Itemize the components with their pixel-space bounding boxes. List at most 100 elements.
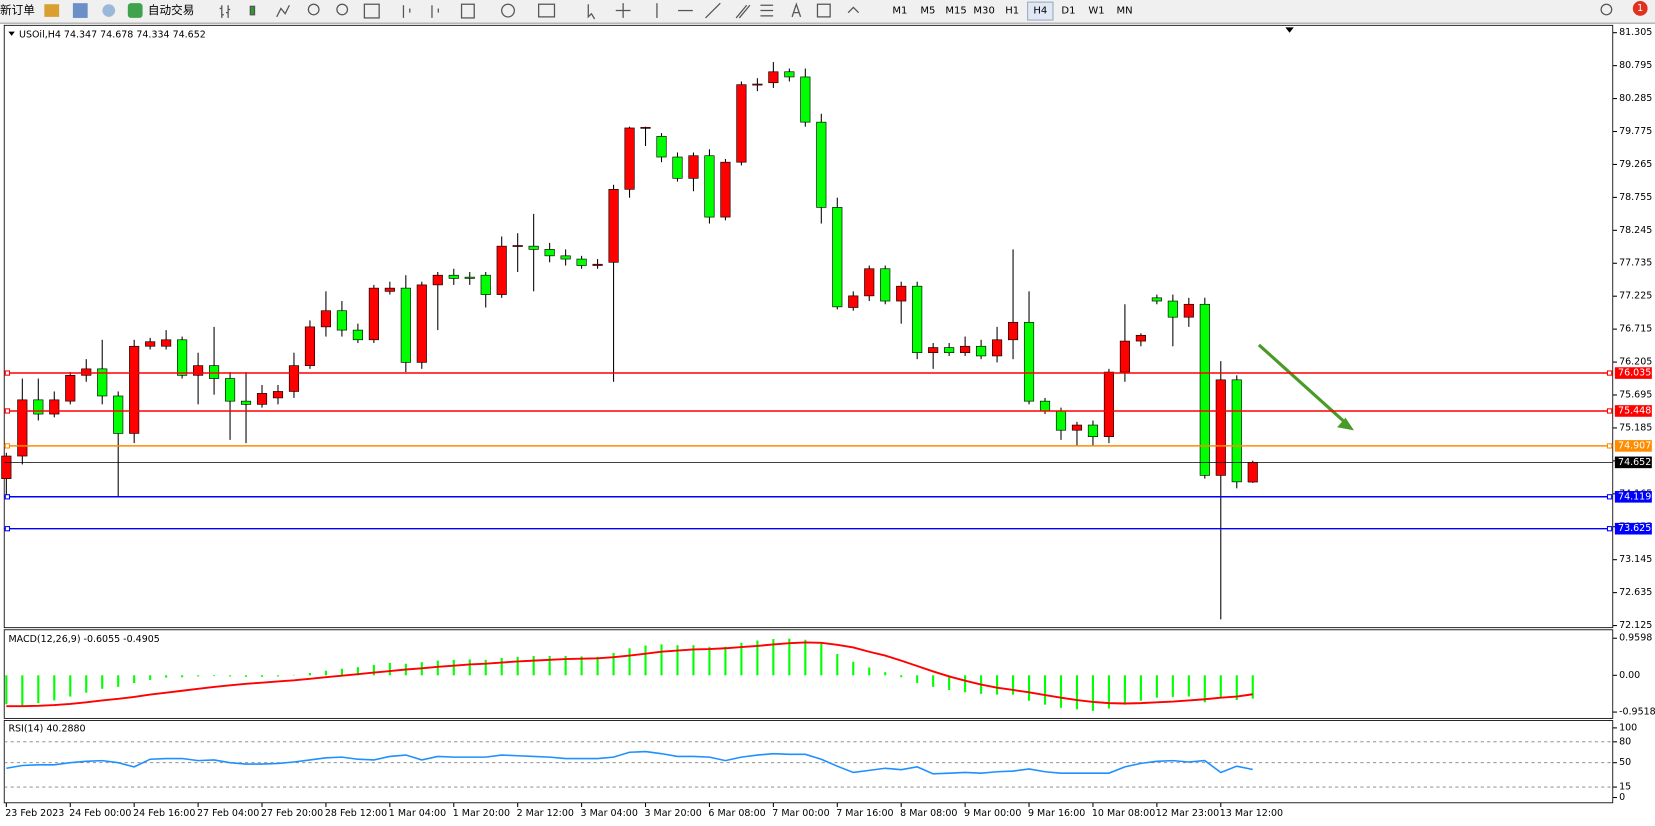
- candle-body: [832, 207, 843, 308]
- y-tick-label: 0: [1619, 792, 1625, 803]
- candle-body: [17, 399, 28, 457]
- bar-chart-icon[interactable]: [219, 5, 231, 18]
- x-tick-label: 27 Feb 20:00: [261, 808, 323, 819]
- candle-body: [880, 268, 891, 302]
- candle-body: [224, 378, 236, 402]
- icon[interactable]: [44, 4, 60, 17]
- icon[interactable]: [72, 3, 88, 18]
- arrow-line: [1257, 343, 1345, 423]
- candle-body: [81, 368, 92, 376]
- candle-body: [1167, 300, 1178, 318]
- candle-body: [49, 399, 60, 415]
- auto-trading-icon[interactable]: [127, 3, 143, 18]
- toolbar-icons: [219, 2, 1613, 20]
- auto-trading-button[interactable]: 自动交易: [148, 3, 194, 17]
- candle-body: [1231, 379, 1242, 483]
- candle-body: [944, 347, 955, 354]
- line-handle: [1606, 370, 1613, 376]
- candle-body: [256, 393, 268, 405]
- candle-icon[interactable]: [249, 5, 256, 16]
- x-tick-label: 3 Mar 04:00: [581, 808, 638, 819]
- new-order-button[interactable]: 新订单: [0, 3, 35, 17]
- arrow-head: [1337, 417, 1354, 431]
- collapse-icon: [8, 31, 15, 36]
- candle-body: [976, 345, 987, 357]
- zoom-in-icon[interactable]: [307, 3, 320, 16]
- price-tag-label: 76.035: [1618, 368, 1651, 379]
- candle-body: [576, 258, 587, 266]
- notification-count: 1: [1637, 3, 1643, 14]
- line-handle: [4, 443, 11, 449]
- y-tick-label: 79.265: [1619, 159, 1652, 170]
- timeframe-button[interactable]: M5: [920, 6, 935, 17]
- y-tick-label: -0.9518: [1619, 707, 1655, 718]
- text-icon[interactable]: [791, 2, 802, 18]
- y-tick-label: 81.305: [1619, 27, 1652, 38]
- line-chart-icon[interactable]: [276, 4, 290, 18]
- candle-body: [800, 76, 811, 123]
- arrows-icon[interactable]: [847, 6, 860, 14]
- candle-body: [1119, 340, 1130, 373]
- x-tick-label: 7 Mar 16:00: [836, 808, 893, 819]
- notification-badge[interactable]: [1632, 1, 1648, 16]
- candle-body: [560, 255, 571, 260]
- template-icon[interactable]: [538, 3, 556, 18]
- candle-body: [928, 347, 939, 354]
- y-tick-label: 0.9598: [1619, 633, 1652, 644]
- y-tick-label: 15: [1619, 782, 1631, 793]
- timeframe-button[interactable]: M1: [892, 6, 907, 17]
- timeframe-button[interactable]: M15: [945, 6, 966, 17]
- candle-body: [464, 276, 475, 279]
- y-tick-label: 80.285: [1619, 93, 1652, 104]
- search-icon[interactable]: [1600, 3, 1613, 16]
- candle-body: [512, 245, 523, 247]
- x-tick-label: 28 Feb 12:00: [325, 808, 387, 819]
- cursor-icon[interactable]: [587, 4, 596, 20]
- line-handle: [4, 494, 11, 500]
- timeframe-button[interactable]: M30: [973, 6, 994, 17]
- shift-icon[interactable]: [431, 5, 439, 18]
- y-tick-label: 100: [1619, 722, 1637, 733]
- timeframe-button[interactable]: H1: [1005, 6, 1019, 17]
- line-handle: [4, 370, 11, 376]
- price-tag: [1614, 367, 1652, 379]
- timeframe-button[interactable]: D1: [1061, 6, 1075, 17]
- candle-body: [193, 365, 204, 376]
- crosshair-icon[interactable]: [615, 3, 631, 18]
- timeframe-button[interactable]: H4: [1033, 6, 1047, 17]
- price-tag-label: 75.448: [1618, 405, 1651, 416]
- icon[interactable]: [102, 4, 116, 17]
- indicators-icon[interactable]: [460, 3, 475, 19]
- candle-body: [304, 326, 316, 366]
- candle-body: [1055, 410, 1067, 431]
- price-tag: [1614, 405, 1652, 417]
- candle-body: [608, 188, 619, 263]
- rsi-panel: [3, 720, 1614, 804]
- y-tick-label: 75.695: [1619, 390, 1652, 401]
- timeframe-button[interactable]: W1: [1088, 6, 1104, 17]
- label-icon[interactable]: [816, 3, 831, 18]
- candle-body: [640, 126, 651, 129]
- price-tag: [1614, 522, 1652, 535]
- candle-body: [1247, 462, 1258, 483]
- scroll-icon[interactable]: [402, 5, 411, 18]
- line-handle: [1606, 443, 1613, 449]
- candle-body: [1071, 424, 1083, 431]
- candle-body: [65, 374, 76, 402]
- periods-icon[interactable]: [501, 3, 515, 18]
- candle-body: [496, 245, 507, 295]
- fibo-icon[interactable]: [760, 4, 774, 17]
- timeframe-button[interactable]: MN: [1117, 6, 1133, 17]
- x-tick-label: 9 Mar 16:00: [1028, 808, 1085, 819]
- x-tick-label: 23 Feb 2023: [5, 808, 64, 819]
- y-tick-label: 50: [1619, 757, 1631, 768]
- trendline-icon[interactable]: [705, 2, 721, 19]
- zoom-out-icon[interactable]: [336, 3, 349, 16]
- candle-body: [97, 368, 108, 397]
- candle-body: [384, 287, 395, 292]
- tile-icon[interactable]: [363, 3, 380, 19]
- x-tick-label: 8 Mar 08:00: [900, 808, 957, 819]
- channel-icon[interactable]: [735, 4, 751, 19]
- candle-body: [784, 71, 795, 78]
